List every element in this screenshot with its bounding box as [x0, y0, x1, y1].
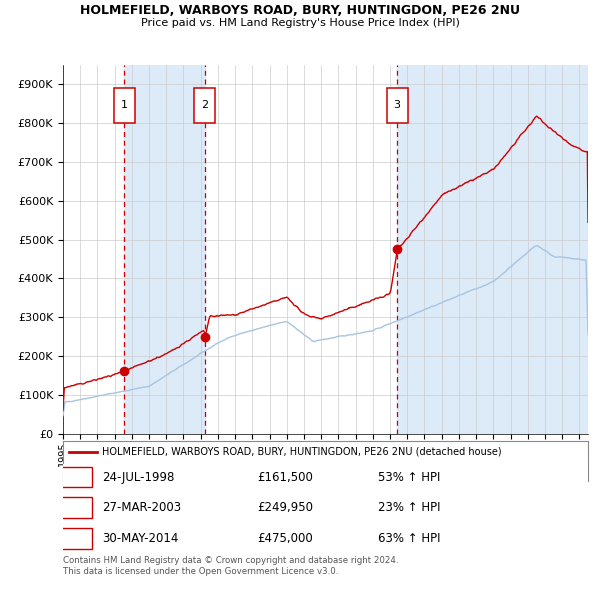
- FancyBboxPatch shape: [58, 528, 92, 549]
- Text: HPI: Average price, detached house, Huntingdonshire: HPI: Average price, detached house, Hunt…: [103, 465, 364, 475]
- FancyBboxPatch shape: [386, 88, 407, 123]
- Text: Contains HM Land Registry data © Crown copyright and database right 2024.
This d: Contains HM Land Registry data © Crown c…: [63, 556, 398, 576]
- FancyBboxPatch shape: [114, 88, 135, 123]
- FancyBboxPatch shape: [58, 497, 92, 518]
- Text: 23% ↑ HPI: 23% ↑ HPI: [378, 501, 440, 514]
- Text: 2: 2: [71, 501, 79, 514]
- Bar: [397, 65, 588, 434]
- Text: Price paid vs. HM Land Registry's House Price Index (HPI): Price paid vs. HM Land Registry's House …: [140, 18, 460, 28]
- Text: 24-JUL-1998: 24-JUL-1998: [103, 470, 175, 484]
- Text: HOLMEFIELD, WARBOYS ROAD, BURY, HUNTINGDON, PE26 2NU (detached house): HOLMEFIELD, WARBOYS ROAD, BURY, HUNTINGD…: [103, 447, 502, 457]
- Text: 3: 3: [71, 532, 79, 545]
- FancyBboxPatch shape: [194, 88, 215, 123]
- Text: 63% ↑ HPI: 63% ↑ HPI: [378, 532, 440, 545]
- Bar: [124, 65, 205, 434]
- Text: 1: 1: [71, 470, 79, 484]
- Text: 27-MAR-2003: 27-MAR-2003: [103, 501, 182, 514]
- Text: 2: 2: [201, 100, 208, 110]
- FancyBboxPatch shape: [58, 467, 92, 487]
- Text: 30-MAY-2014: 30-MAY-2014: [103, 532, 179, 545]
- Text: £249,950: £249,950: [257, 501, 313, 514]
- Text: £475,000: £475,000: [257, 532, 313, 545]
- Text: HOLMEFIELD, WARBOYS ROAD, BURY, HUNTINGDON, PE26 2NU: HOLMEFIELD, WARBOYS ROAD, BURY, HUNTINGD…: [80, 4, 520, 17]
- Text: £161,500: £161,500: [257, 470, 313, 484]
- Text: 53% ↑ HPI: 53% ↑ HPI: [378, 470, 440, 484]
- Text: 1: 1: [121, 100, 128, 110]
- Text: 3: 3: [394, 100, 401, 110]
